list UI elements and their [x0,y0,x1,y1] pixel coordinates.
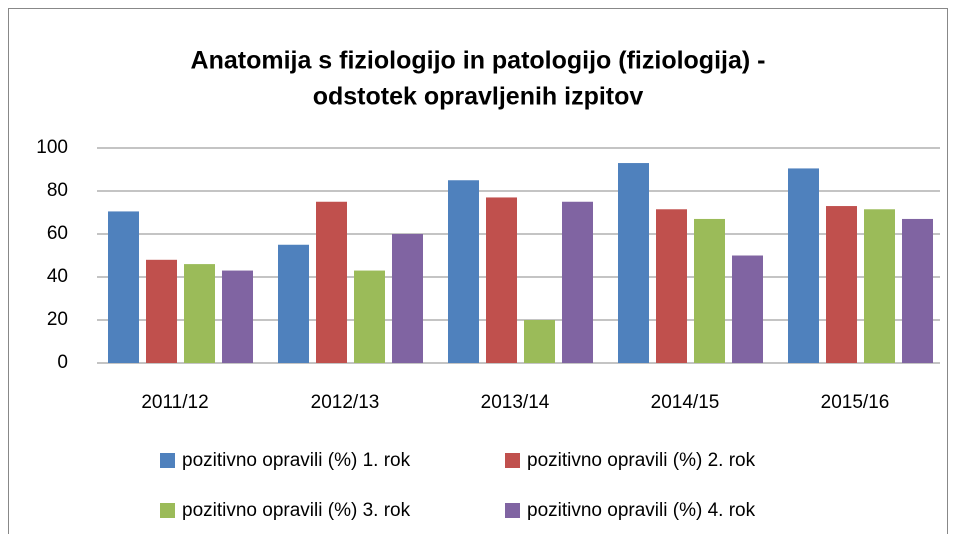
bar [864,209,895,363]
bar [902,218,933,363]
bar [392,234,423,363]
bar [184,264,215,363]
bar [316,201,347,363]
bar [656,209,687,363]
bar [562,201,593,363]
bar [524,320,555,363]
x-tick-label: 2012/13 [311,392,380,413]
legend-label: pozitivno opravili (%) 2. rok [527,450,756,471]
bar [486,197,517,363]
legend-label: pozitivno opravili (%) 4. rok [527,500,756,521]
bar [732,255,763,363]
chart-frame [8,8,948,534]
legend-swatch [505,503,520,518]
bar [146,259,177,363]
bar [278,244,309,363]
bar [222,270,253,363]
bar [788,168,819,363]
legend-label: pozitivno opravili (%) 3. rok [182,500,411,521]
bar [618,163,649,363]
chart-title: Anatomija s fiziologijo in patologijo (f… [191,47,766,75]
legend-swatch [160,503,175,518]
legend-label: pozitivno opravili (%) 1. rok [182,450,411,471]
bar [354,270,385,363]
bar [694,218,725,363]
y-tick-label: 20 [47,309,68,330]
x-tick-label: 2011/12 [141,392,208,413]
x-tick-label: 2015/16 [821,392,890,413]
y-tick-label: 60 [47,223,68,244]
bar [826,206,857,363]
y-tick-label: 100 [36,137,68,158]
legend-swatch [160,453,175,468]
bar [448,180,479,363]
bar [108,211,139,363]
chart-title: odstotek opravljenih izpitov [313,83,644,111]
x-tick-label: 2014/15 [651,392,720,413]
y-tick-label: 0 [57,352,68,373]
y-tick-label: 80 [47,180,68,201]
x-tick-label: 2013/14 [481,392,550,413]
y-tick-label: 40 [47,266,68,287]
legend-swatch [505,453,520,468]
